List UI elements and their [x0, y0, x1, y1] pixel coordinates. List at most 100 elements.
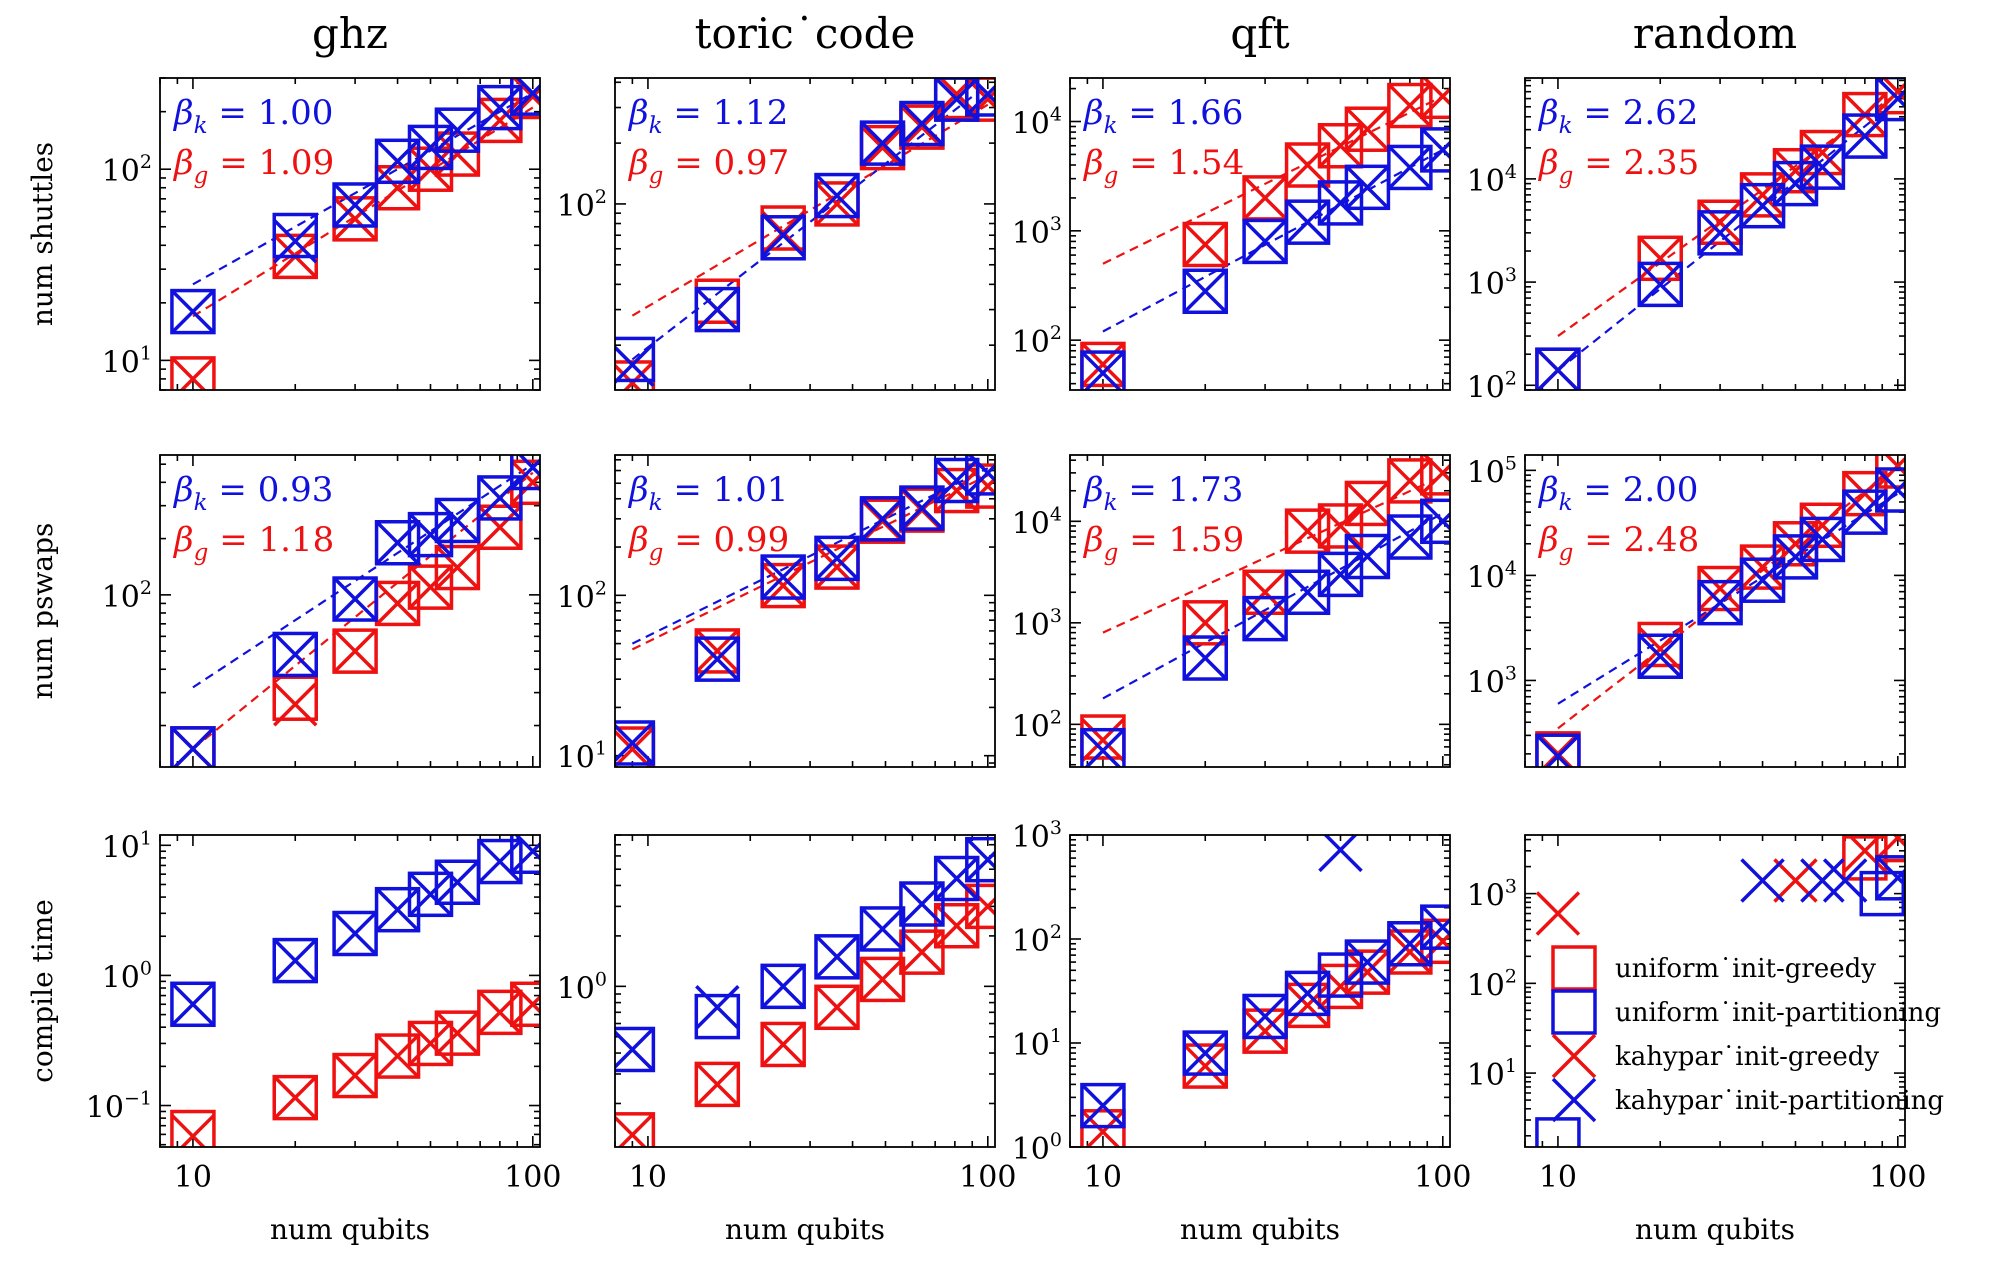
square-marker [1344, 106, 1391, 152]
square-marker [760, 554, 806, 600]
x-marker [332, 182, 378, 228]
square-marker [1420, 78, 1450, 120]
y-tick-label: 102 [102, 577, 152, 615]
x-marker [965, 884, 995, 929]
x-marker [1875, 455, 1905, 489]
y-tick-label: 100 [557, 968, 607, 1006]
square-marker [510, 455, 540, 491]
x-marker [1875, 467, 1905, 513]
square-marker [933, 457, 980, 504]
fit-line [1557, 99, 1899, 372]
y-tick-label: 102 [1012, 706, 1062, 744]
y-tick-label: 103 [1012, 213, 1062, 251]
x-marker [695, 985, 740, 1030]
x-marker [1242, 1008, 1288, 1054]
fit-exponent-label: βk = 2.00 [1537, 470, 1698, 516]
x-marker [1420, 904, 1450, 950]
x-marker [170, 982, 216, 1027]
x-marker [1387, 83, 1433, 128]
x-marker [510, 78, 540, 116]
x-marker [1551, 1033, 1597, 1079]
axes-frame [614, 834, 996, 1148]
fit-line [192, 471, 534, 750]
square-marker [965, 455, 995, 496]
square-marker [1182, 268, 1228, 315]
fit-line [1102, 95, 1444, 265]
chart-panel: 10−1 100 101 10 100 num qubits [86, 827, 562, 1246]
fit-exponent-label: βg = 1.09 [172, 143, 334, 189]
chart-panel: 100 10 100 num qubits [557, 834, 1016, 1246]
axes-frame [1069, 834, 1451, 1148]
x-marker [510, 460, 540, 505]
x-marker [273, 632, 318, 677]
column-title: qft [1230, 9, 1289, 58]
square-marker [965, 836, 995, 883]
square-marker [965, 883, 995, 930]
axes-frame [614, 454, 996, 768]
axes-frame [1069, 454, 1451, 768]
x-marker [1080, 1083, 1126, 1128]
fit-line [1102, 474, 1444, 634]
plot-area [170, 835, 540, 1147]
x-marker [332, 628, 378, 674]
square-marker [1637, 235, 1683, 282]
x-marker [1638, 634, 1683, 679]
x-marker [1740, 172, 1785, 218]
x-tick-label: 10 [1084, 1160, 1122, 1195]
square-marker [1317, 551, 1364, 598]
square-marker [477, 84, 523, 131]
x-marker [273, 1075, 318, 1120]
x-marker [435, 545, 480, 590]
column-title: toric˙code [695, 9, 916, 58]
square-marker [332, 576, 378, 622]
plot-area [615, 78, 995, 390]
x-marker [435, 107, 480, 153]
fit-exponent-label: βg = 2.48 [1537, 520, 1699, 566]
x-marker [1183, 222, 1228, 267]
square-marker [1420, 904, 1450, 950]
x-marker [1242, 596, 1288, 641]
x-marker [408, 1021, 453, 1066]
x-marker [695, 636, 740, 682]
fit-exponent-label: βk = 0.93 [172, 470, 333, 516]
legend: uniform˙init-greedy uniform˙init-partitio… [1551, 945, 1944, 1123]
column-titles: ghz toric˙code qft random [312, 9, 1797, 58]
x-marker [1740, 183, 1785, 228]
square-marker [694, 286, 741, 333]
x-marker [1242, 219, 1288, 264]
x-marker [1285, 971, 1330, 1016]
y-tick-label: 10−1 [86, 1088, 152, 1126]
x-marker [1183, 1030, 1228, 1076]
square-marker [615, 360, 656, 390]
x-marker [1842, 113, 1888, 159]
square-marker [1182, 635, 1228, 681]
x-marker [899, 101, 945, 146]
square-marker [814, 172, 860, 219]
x-marker [615, 342, 655, 387]
square-marker [332, 628, 378, 674]
x-marker [332, 576, 378, 622]
square-marker [434, 544, 481, 591]
x-marker [760, 563, 806, 608]
square-marker [1875, 467, 1905, 513]
x-marker [510, 78, 540, 119]
x-marker [1080, 717, 1126, 763]
row-label: num shuttles [26, 142, 59, 326]
fit-exponent-label: βk = 2.62 [1537, 93, 1698, 139]
x-marker [814, 173, 860, 218]
square-marker [814, 934, 860, 980]
square-marker [694, 636, 741, 682]
x-marker [1242, 994, 1288, 1039]
x-marker [1183, 635, 1228, 681]
x-marker [1697, 210, 1743, 256]
x-marker [965, 78, 995, 122]
x-marker [408, 564, 453, 610]
y-tick-label: 104 [1467, 557, 1517, 595]
y-tick-label: 101 [102, 827, 152, 865]
y-tick-label: 102 [102, 151, 152, 189]
x-marker [934, 458, 979, 503]
x-marker [1420, 455, 1450, 496]
